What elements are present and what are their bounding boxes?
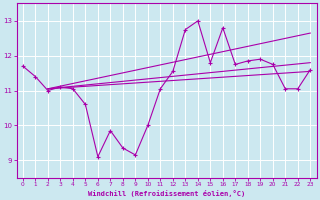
X-axis label: Windchill (Refroidissement éolien,°C): Windchill (Refroidissement éolien,°C) xyxy=(88,190,245,197)
